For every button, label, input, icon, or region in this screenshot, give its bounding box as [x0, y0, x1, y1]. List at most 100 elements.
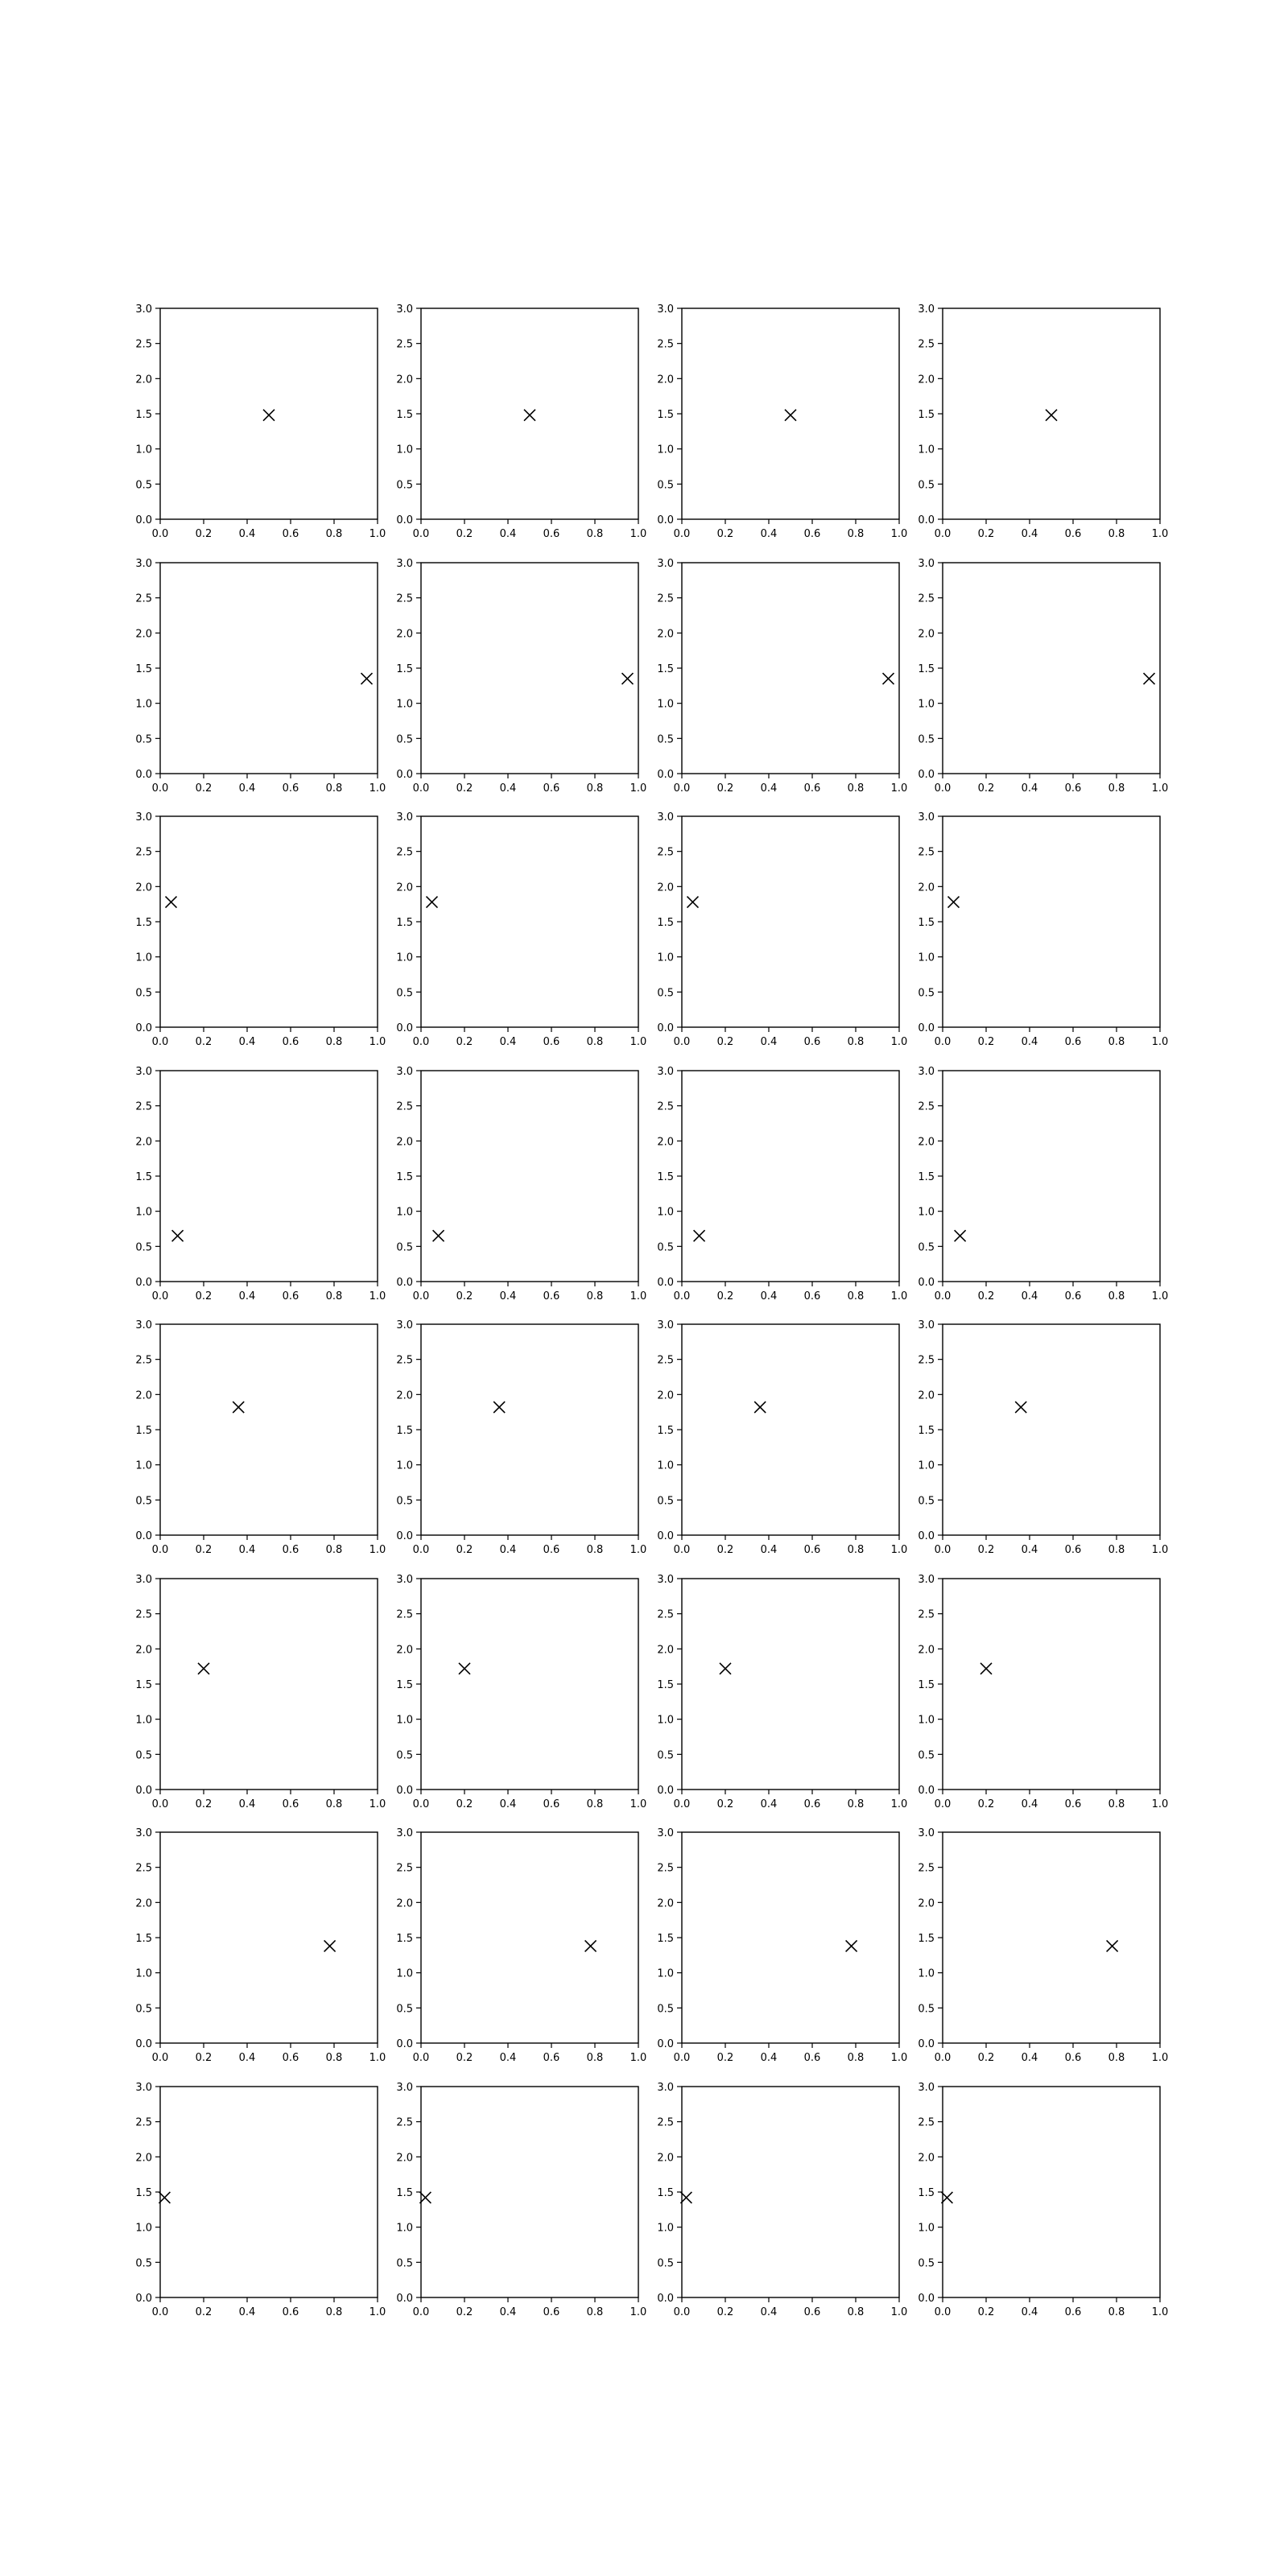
point-red: [381, 469, 382, 470]
point-red: [155, 405, 156, 406]
point-red: [381, 449, 382, 450]
point-green: [643, 389, 644, 390]
point-blue: [389, 385, 390, 386]
point-green: [669, 361, 670, 362]
point-green: [393, 439, 394, 440]
point-blue: [384, 484, 385, 485]
point-red: [392, 482, 393, 483]
point-green: [150, 462, 151, 463]
x-tick-label: 1.0: [369, 528, 386, 540]
point-red: [140, 438, 141, 439]
point-green: [517, 300, 518, 301]
point-green: [587, 290, 588, 291]
point-green: [389, 467, 390, 468]
point-green: [155, 429, 156, 430]
point-blue: [395, 509, 396, 510]
point-green: [384, 394, 385, 395]
point-red: [381, 410, 382, 411]
point-green: [588, 295, 589, 296]
point-blue: [379, 449, 380, 450]
point-red: [383, 438, 384, 439]
point-red: [142, 399, 143, 400]
point-blue: [415, 424, 416, 425]
point-green: [381, 431, 382, 432]
point-green: [385, 441, 386, 442]
point-blue: [389, 440, 390, 441]
point-green: [379, 448, 380, 449]
y-tick-label: 0.0: [135, 514, 152, 526]
point-blue: [408, 475, 409, 476]
point-blue: [401, 432, 402, 433]
point-red: [152, 441, 153, 442]
point-red: [391, 434, 392, 435]
point-green: [654, 479, 655, 480]
point-blue: [387, 433, 388, 434]
point-green: [516, 299, 517, 300]
point-blue: [157, 384, 158, 385]
point-blue: [379, 451, 380, 452]
point-green: [387, 447, 388, 448]
point-green: [391, 399, 392, 400]
point-red: [382, 449, 383, 450]
point-green: [155, 424, 156, 425]
point-red: [158, 321, 159, 322]
point-blue: [93, 395, 94, 396]
point-blue: [379, 359, 380, 360]
point-blue: [395, 467, 396, 468]
point-green: [154, 451, 155, 452]
point-blue: [142, 367, 143, 368]
point-blue: [415, 420, 416, 421]
point-green: [402, 425, 403, 426]
point-red: [378, 367, 379, 368]
point-green: [157, 431, 158, 432]
point-green: [680, 400, 681, 401]
point-blue: [409, 429, 410, 430]
point-green: [385, 434, 386, 435]
point-red: [396, 396, 397, 397]
point-green: [418, 428, 419, 429]
point-blue: [398, 511, 399, 512]
point-blue: [402, 425, 403, 426]
point-blue: [383, 425, 384, 426]
point-blue: [391, 421, 392, 422]
point-blue: [379, 492, 380, 493]
point-red: [390, 428, 391, 429]
point-blue: [387, 505, 388, 506]
point-blue: [418, 515, 419, 516]
point-green: [645, 444, 646, 445]
point-blue: [413, 462, 414, 463]
point-red: [378, 438, 379, 439]
point-green: [115, 495, 116, 496]
point-red: [382, 454, 383, 455]
point-blue: [396, 403, 397, 404]
x-tick-label: 0.6: [283, 528, 299, 540]
point-green: [451, 285, 452, 286]
point-blue: [155, 382, 156, 383]
point-green: [555, 302, 556, 303]
point-green: [344, 286, 345, 287]
point-green: [392, 457, 393, 458]
point-green: [387, 392, 388, 393]
y-tick-label: 1.0: [135, 444, 152, 456]
point-green: [419, 416, 420, 417]
point-red: [390, 417, 391, 418]
point-green: [146, 351, 147, 352]
point-blue: [389, 462, 390, 463]
point-blue: [663, 435, 664, 436]
y-tick-label: 1.5: [135, 409, 152, 421]
point-blue: [384, 396, 385, 397]
point-green: [650, 370, 651, 371]
point-blue: [379, 396, 380, 397]
point-blue: [152, 427, 153, 428]
point-green: [382, 449, 383, 450]
point-blue: [390, 457, 391, 458]
point-green: [652, 421, 653, 422]
point-blue: [401, 462, 402, 463]
point-green: [574, 303, 575, 304]
point-blue: [387, 419, 388, 420]
point-red: [415, 453, 416, 454]
point-red: [405, 360, 406, 361]
point-green: [383, 464, 384, 465]
point-red: [382, 446, 383, 447]
point-red: [144, 442, 145, 443]
